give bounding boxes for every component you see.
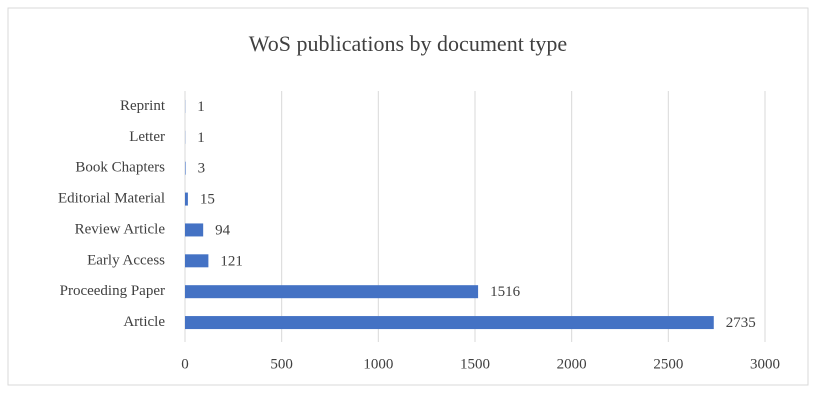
- bar: [185, 192, 188, 206]
- x-tick-label: 500: [270, 356, 293, 372]
- data-label: 3: [198, 161, 206, 177]
- bar: [185, 316, 714, 330]
- x-tick-label: 2000: [557, 356, 587, 372]
- x-tick-label: 2500: [653, 356, 683, 372]
- x-tick-label: 0: [181, 356, 189, 372]
- x-tick-label: 1000: [363, 356, 393, 372]
- bar: [185, 223, 204, 237]
- bar: [185, 161, 186, 175]
- y-tick-label: Book Chapters: [75, 160, 165, 176]
- data-label: 2735: [726, 315, 756, 331]
- data-label: 1516: [490, 284, 521, 300]
- data-label: 15: [200, 192, 215, 208]
- y-tick-label: Letter: [129, 129, 165, 145]
- x-tick-label: 3000: [750, 356, 780, 372]
- y-tick-label: Reprint: [120, 98, 166, 114]
- x-tick-label: 1500: [460, 356, 490, 372]
- data-label: 121: [220, 253, 243, 269]
- bar: [185, 254, 209, 268]
- y-tick-label: Early Access: [87, 252, 165, 268]
- y-tick-label: Article: [123, 314, 165, 330]
- data-label: 1: [197, 99, 205, 115]
- y-tick-label: Proceeding Paper: [60, 283, 165, 299]
- data-label: 94: [215, 222, 231, 238]
- data-label: 1: [197, 130, 205, 146]
- y-tick-label: Review Article: [75, 221, 166, 237]
- bar: [185, 285, 479, 299]
- chart-title: WoS publications by document type: [249, 31, 567, 56]
- y-tick-label: Editorial Material: [58, 191, 165, 207]
